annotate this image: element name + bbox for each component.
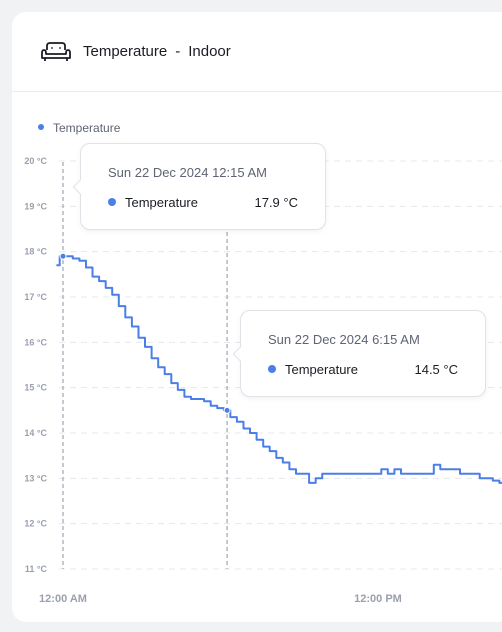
y-tick-label: 18 °C (24, 247, 47, 257)
y-tick-label: 12 °C (24, 519, 47, 529)
series-color-dot (108, 198, 116, 206)
y-tick-label: 16 °C (24, 337, 47, 347)
series-color-dot (268, 365, 276, 373)
x-tick-label: 12:00 AM (39, 593, 87, 605)
y-tick-label: 17 °C (24, 292, 47, 302)
legend-dot (38, 124, 44, 130)
tooltip-date: Sun 22 Dec 2024 6:15 AM (268, 332, 420, 347)
y-tick-label: 14 °C (24, 428, 47, 438)
tooltip-2: Sun 22 Dec 2024 6:15 AM Temperature 14.5… (240, 310, 486, 397)
y-tick-label: 20 °C (24, 156, 47, 166)
y-tick-label: 13 °C (24, 473, 47, 483)
tooltip-value: 17.9 °C (254, 195, 298, 210)
tooltip-date: Sun 22 Dec 2024 12:15 AM (108, 165, 268, 180)
tooltip-value: 14.5 °C (414, 362, 458, 377)
y-tick-label: 15 °C (24, 383, 47, 393)
y-tick-label: 11 °C (25, 564, 48, 574)
tooltip-series: Temperature (125, 195, 198, 210)
tooltip-series: Temperature (285, 362, 358, 377)
card-title: Temperature - Indoor (83, 43, 231, 60)
subtitle-text: Indoor (188, 43, 231, 60)
y-tick-label: 19 °C (24, 201, 47, 211)
legend-label: Temperature (53, 121, 121, 135)
series-line-temperature (56, 255, 502, 484)
chart-card: Temperature - Indoor Temperature 11 °C 12 °C… (12, 12, 502, 622)
highlighted-point (59, 252, 67, 260)
title-text: Temperature (83, 43, 168, 60)
title-separator: - (175, 43, 181, 60)
x-tick-label: 12:00 PM (354, 593, 402, 605)
sofa-icon (41, 42, 71, 61)
card-header: Temperature - Indoor (12, 12, 502, 92)
highlighted-point (223, 406, 231, 414)
tooltip-1: Sun 22 Dec 2024 12:15 AM Temperature 17.… (80, 143, 326, 230)
